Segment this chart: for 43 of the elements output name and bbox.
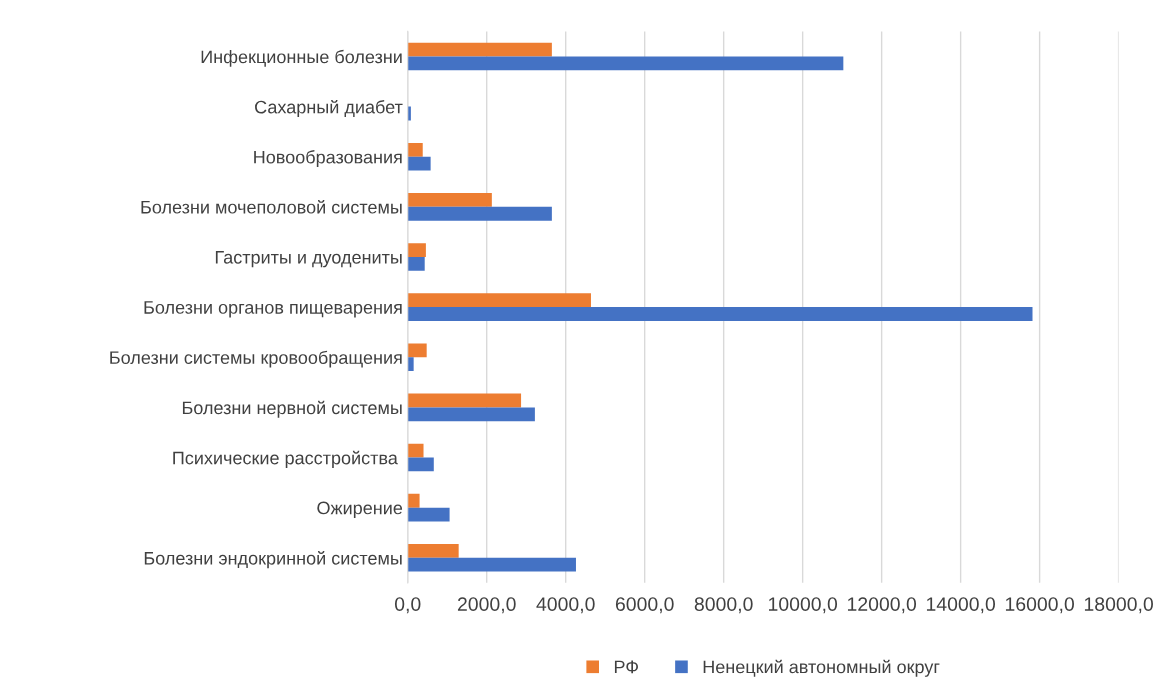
y-tick-label: Новообразования	[254, 150, 402, 168]
bar	[407, 557, 576, 572]
bar	[407, 142, 423, 157]
y-tick-label: Болезни органов пищеварения	[144, 301, 402, 318]
bar	[407, 156, 431, 171]
legend-label: РФ	[614, 660, 638, 674]
x-tick-label: 8000,0	[694, 597, 753, 614]
bar	[407, 243, 426, 257]
bar	[407, 407, 535, 422]
bar	[407, 493, 420, 508]
bar	[407, 193, 492, 207]
legend-label: Ненецкий автономный округ	[703, 659, 940, 677]
y-tick-label: Болезни мочеполовой системы	[141, 200, 402, 214]
bar	[407, 393, 522, 408]
x-tick-label: 2000,0	[457, 597, 516, 614]
bar	[407, 507, 450, 522]
bar	[407, 357, 414, 372]
bar	[407, 56, 844, 71]
x-tick-label: 16000,0	[1005, 597, 1074, 614]
bar	[407, 457, 434, 472]
x-tick-label: 4000,0	[536, 597, 595, 614]
bar	[407, 443, 424, 458]
x-tick-label: 10000,0	[769, 597, 838, 614]
y-tick-label: Психические расстройства	[173, 450, 398, 468]
y-tick-label: Сахарный диабет	[255, 99, 403, 118]
y-tick-label: Болезни эндокринной системы	[144, 551, 402, 569]
y-tick-label: Ожирение	[317, 501, 403, 518]
y-tick-label: Болезни нервной системы	[182, 400, 402, 418]
x-tick-label: 0,0	[394, 597, 421, 614]
y-tick-label: Инфекционные болезни	[201, 49, 402, 67]
x-tick-label: 12000,0	[847, 597, 917, 614]
bar	[407, 543, 459, 558]
bar	[407, 293, 591, 308]
y-tick-label: Болезни системы кровообращения	[110, 350, 402, 368]
bar	[407, 307, 1033, 321]
bar	[407, 206, 552, 221]
bar	[407, 256, 425, 271]
x-tick-label: 18000,0	[1084, 597, 1153, 614]
y-tick-label: Гастриты и дуодениты	[215, 251, 402, 268]
x-tick-label: 14000,0	[926, 597, 996, 614]
bar	[407, 42, 552, 57]
bar	[407, 343, 427, 358]
x-tick-label: 6000,0	[615, 597, 674, 614]
